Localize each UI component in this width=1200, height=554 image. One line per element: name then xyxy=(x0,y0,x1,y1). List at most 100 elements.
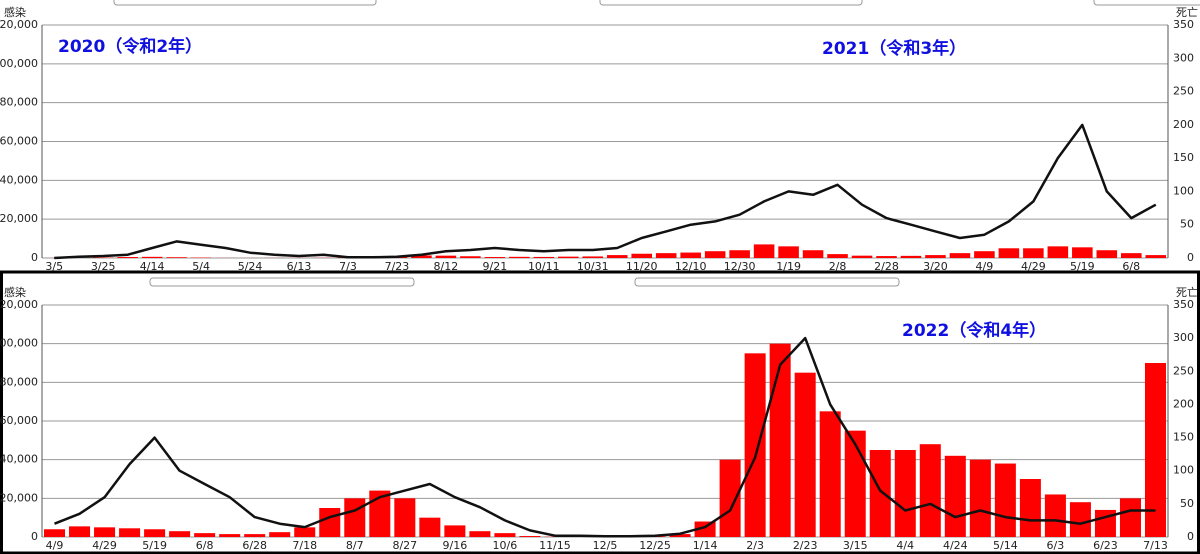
y2-tick-label: 0 xyxy=(1187,530,1194,543)
infection-bar xyxy=(460,256,481,258)
y2-tick-label: 350 xyxy=(1173,18,1194,31)
y2-tick-label: 300 xyxy=(1173,331,1194,344)
x-tick-label: 12/30 xyxy=(724,260,756,273)
x-tick-label: 4/4 xyxy=(896,539,914,552)
y2-tick-label: 200 xyxy=(1173,397,1194,410)
infection-bar xyxy=(484,257,506,258)
infection-bar xyxy=(704,251,726,258)
infection-bar xyxy=(394,498,416,537)
x-tick-label: 3/25 xyxy=(91,260,116,273)
x-tick-label: 6/8 xyxy=(196,539,214,552)
x-tick-label: 3/5 xyxy=(45,260,63,273)
y-tick-label: 0 xyxy=(31,251,38,264)
infection-bar xyxy=(944,455,966,537)
infection-bar xyxy=(1069,502,1091,537)
x-tick-label: 10/6 xyxy=(493,539,518,552)
x-tick-label: 2/8 xyxy=(829,260,847,273)
infection-bar xyxy=(919,444,941,537)
y-tick-label: 20,000 xyxy=(0,212,38,225)
scroll-handle xyxy=(634,277,900,287)
infection-bar xyxy=(827,254,848,258)
year-annotation: 2022（令和4年） xyxy=(902,320,1046,341)
infection-bar xyxy=(469,531,491,537)
x-tick-label: 9/21 xyxy=(482,260,507,273)
infection-bar xyxy=(444,525,466,537)
infection-bar xyxy=(419,517,441,537)
infection-bar xyxy=(117,257,138,258)
y-tick-label: 20,000 xyxy=(0,491,38,504)
y-tick-label: 100,000 xyxy=(0,57,38,70)
y-tick-label: 60,000 xyxy=(0,135,38,148)
x-tick-label: 7/23 xyxy=(385,260,410,273)
infection-bar xyxy=(269,532,291,537)
infection-bar xyxy=(949,253,971,258)
infection-bar xyxy=(729,250,750,258)
x-tick-label: 10/11 xyxy=(528,260,560,273)
infection-bar xyxy=(69,526,91,537)
x-tick-label: 6/3 xyxy=(1047,539,1065,552)
scroll-handle xyxy=(113,0,377,6)
infection-bar xyxy=(631,253,652,258)
x-tick-label: 4/9 xyxy=(976,260,994,273)
y2-tick-label: 150 xyxy=(1173,431,1194,444)
y-tick-label: 80,000 xyxy=(0,375,38,388)
x-tick-label: 4/29 xyxy=(92,539,117,552)
y-tick-label: 120,000 xyxy=(0,298,38,311)
infection-bar xyxy=(411,255,432,258)
infection-bar xyxy=(819,411,841,537)
infection-bar xyxy=(1023,248,1044,258)
infection-bar xyxy=(294,527,316,537)
x-tick-label: 11/20 xyxy=(626,260,658,273)
year-annotation: 2020（令和2年） xyxy=(58,36,202,57)
scroll-handle xyxy=(1093,0,1200,6)
infection-bar xyxy=(344,498,366,537)
x-tick-label: 7/18 xyxy=(292,539,317,552)
infection-bar xyxy=(1144,363,1166,537)
y-tick-label: 80,000 xyxy=(0,96,38,109)
x-tick-label: 4/14 xyxy=(140,260,165,273)
y-tick-label: 100,000 xyxy=(0,337,38,350)
infection-bar xyxy=(1072,247,1093,258)
infection-bar xyxy=(369,490,391,537)
panel-frame xyxy=(0,270,1200,554)
x-tick-label: 4/24 xyxy=(943,539,968,552)
infection-bar xyxy=(680,252,701,258)
x-tick-label: 1/14 xyxy=(693,539,718,552)
infection-bar xyxy=(1044,494,1066,537)
x-tick-label: 3/20 xyxy=(923,260,948,273)
y-tick-label: 40,000 xyxy=(0,453,38,466)
infection-bar xyxy=(669,534,691,537)
infection-bar xyxy=(876,256,897,258)
x-tick-label: 12/25 xyxy=(639,539,671,552)
infection-bar xyxy=(694,521,716,537)
y2-tick-label: 250 xyxy=(1173,364,1194,377)
infection-bar xyxy=(794,372,816,537)
x-tick-label: 7/3 xyxy=(339,260,357,273)
x-tick-label: 12/10 xyxy=(675,260,707,273)
x-tick-label: 5/14 xyxy=(993,539,1018,552)
infection-bar xyxy=(744,353,766,537)
infection-bar xyxy=(494,533,516,537)
y2-tick-label: 300 xyxy=(1173,51,1194,64)
y-axis-label: 感染 xyxy=(4,285,26,299)
infection-bar xyxy=(435,255,457,258)
x-tick-label: 5/4 xyxy=(192,260,210,273)
infection-bar xyxy=(94,527,116,537)
y-tick-label: 120,000 xyxy=(0,18,38,31)
infection-bar xyxy=(969,459,991,537)
infection-bar xyxy=(1119,498,1141,537)
year-annotation: 2021（令和3年） xyxy=(822,38,966,59)
scroll-handle xyxy=(149,277,415,287)
infection-bar xyxy=(44,529,66,537)
y2-tick-label: 0 xyxy=(1187,251,1194,264)
infection-bar xyxy=(851,255,873,258)
infection-bar xyxy=(141,256,163,258)
infection-bar xyxy=(844,430,866,537)
scroll-handle xyxy=(599,0,863,6)
y-tick-label: 0 xyxy=(31,530,38,543)
x-tick-label: 6/28 xyxy=(242,539,267,552)
infection-bar xyxy=(974,251,995,258)
infection-bar xyxy=(606,255,628,258)
